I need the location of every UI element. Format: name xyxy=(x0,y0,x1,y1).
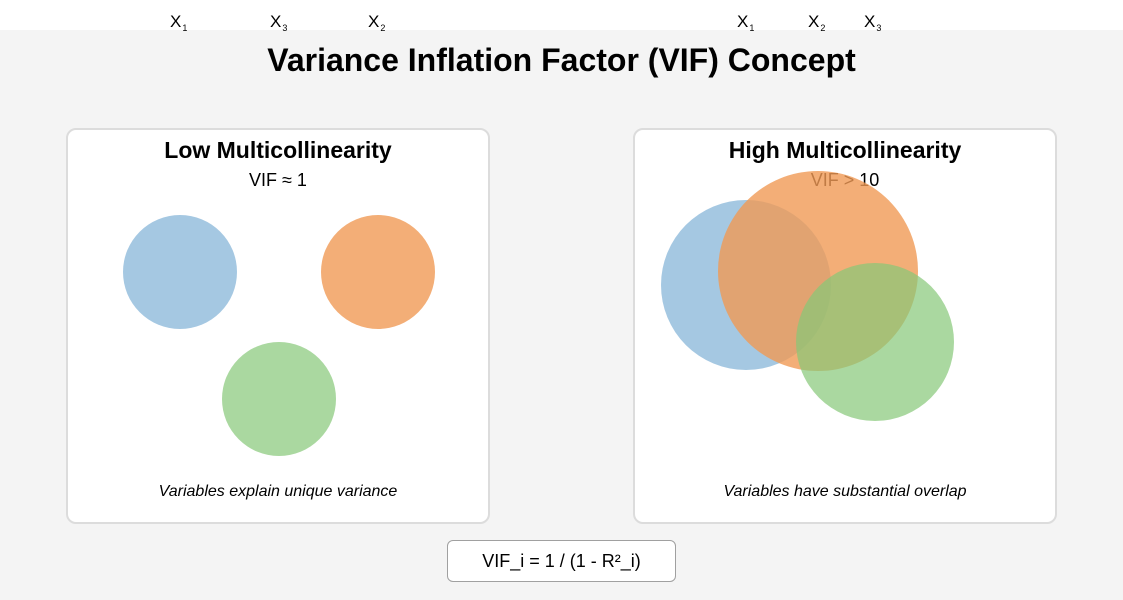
label-left-x3: X3 xyxy=(270,12,288,33)
main-title: Variance Inflation Factor (VIF) Concept xyxy=(267,42,856,78)
circle-x1-low xyxy=(123,215,237,329)
panel-low-caption: Variables explain unique variance xyxy=(158,483,398,500)
panel-low-multicollinearity: Low Multicollinearity VIF ≈ 1 Variables … xyxy=(66,128,490,524)
label-right-x3: X3 xyxy=(864,12,882,33)
circle-x3-high xyxy=(796,263,954,421)
label-right-x2: X2 xyxy=(808,12,826,33)
top-strip xyxy=(0,0,1123,30)
vif-formula: VIF_i = 1 / (1 - R²_i) xyxy=(447,540,676,582)
label-left-x2: X2 xyxy=(368,12,386,33)
panel-low-title: Low Multicollinearity xyxy=(164,137,392,163)
panel-high-title: High Multicollinearity xyxy=(728,137,962,163)
label-left-x1: X1 xyxy=(170,12,188,33)
panel-high-multicollinearity: High Multicollinearity VIF > 10 Variable… xyxy=(633,128,1057,524)
panel-low-subtitle: VIF ≈ 1 xyxy=(249,170,307,190)
circle-x3-low xyxy=(222,342,336,456)
circle-x2-low xyxy=(321,215,435,329)
label-right-x1: X1 xyxy=(737,12,755,33)
panel-high-caption: Variables have substantial overlap xyxy=(723,483,967,500)
